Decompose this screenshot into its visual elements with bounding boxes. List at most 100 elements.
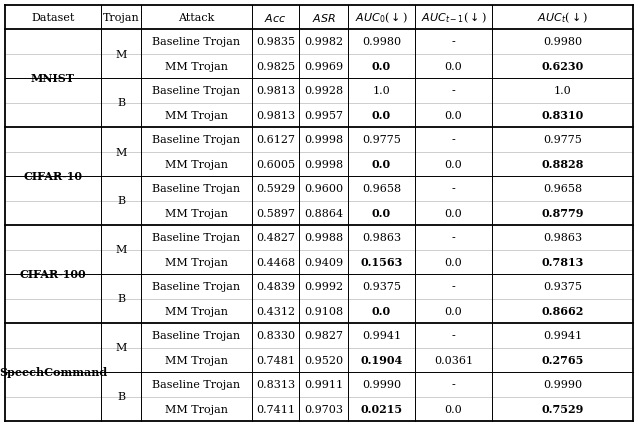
Text: 0.9980: 0.9980	[362, 37, 401, 47]
Text: 0.6230: 0.6230	[541, 61, 584, 72]
Text: -: -	[452, 184, 456, 194]
Text: 0.0361: 0.0361	[434, 355, 473, 365]
Text: 0.9108: 0.9108	[304, 306, 343, 316]
Text: M: M	[115, 147, 127, 157]
Text: CIFAR-10: CIFAR-10	[24, 171, 83, 182]
Text: 0.9992: 0.9992	[304, 282, 343, 292]
Text: MM Trojan: MM Trojan	[165, 404, 228, 414]
Text: 0.9998: 0.9998	[304, 135, 343, 145]
Text: 1.0: 1.0	[372, 86, 390, 96]
Text: Baseline Trojan: Baseline Trojan	[152, 37, 241, 47]
Text: -: -	[452, 86, 456, 96]
Text: 0.9658: 0.9658	[362, 184, 401, 194]
Text: 0.0: 0.0	[445, 160, 462, 169]
Text: 0.9813: 0.9813	[256, 111, 295, 120]
Text: 1.0: 1.0	[554, 86, 572, 96]
Text: 0.9835: 0.9835	[256, 37, 295, 47]
Text: $\it{ASR}$: $\it{ASR}$	[312, 12, 335, 24]
Text: 0.7481: 0.7481	[256, 355, 295, 365]
Text: M: M	[115, 245, 127, 255]
Text: MM Trojan: MM Trojan	[165, 61, 228, 71]
Text: CIFAR-100: CIFAR-100	[20, 269, 86, 280]
Text: 0.0215: 0.0215	[360, 403, 403, 414]
Text: -: -	[452, 37, 456, 47]
Text: MM Trojan: MM Trojan	[165, 160, 228, 169]
Text: 0.0: 0.0	[445, 306, 462, 316]
Text: -: -	[452, 282, 456, 292]
Text: 0.7529: 0.7529	[541, 403, 584, 414]
Text: 0.5897: 0.5897	[256, 208, 295, 218]
Text: 0.6005: 0.6005	[256, 160, 295, 169]
Text: 0.1563: 0.1563	[360, 257, 403, 267]
Text: 0.7813: 0.7813	[541, 257, 584, 267]
Text: 0.4468: 0.4468	[256, 257, 295, 267]
Text: $\it{Acc}$: $\it{Acc}$	[264, 12, 287, 24]
Text: 0.5929: 0.5929	[256, 184, 295, 194]
Text: B: B	[117, 196, 125, 206]
Text: M: M	[115, 49, 127, 59]
Text: -: -	[452, 233, 456, 243]
Text: 0.8779: 0.8779	[541, 208, 584, 219]
Text: 0.6127: 0.6127	[256, 135, 295, 145]
Text: 0.9863: 0.9863	[362, 233, 401, 243]
Text: 0.9969: 0.9969	[304, 61, 343, 71]
Text: 0.0: 0.0	[372, 306, 391, 316]
Text: 0.9827: 0.9827	[304, 331, 343, 341]
Text: M: M	[115, 343, 127, 353]
Text: MM Trojan: MM Trojan	[165, 257, 228, 267]
Text: 0.0: 0.0	[372, 208, 391, 219]
Text: 0.0: 0.0	[445, 61, 462, 71]
Text: Baseline Trojan: Baseline Trojan	[152, 184, 241, 194]
Text: 0.0: 0.0	[372, 61, 391, 72]
Text: 0.9375: 0.9375	[362, 282, 401, 292]
Text: 0.9600: 0.9600	[304, 184, 343, 194]
Text: Baseline Trojan: Baseline Trojan	[152, 135, 241, 145]
Text: -: -	[452, 331, 456, 341]
Text: 0.9941: 0.9941	[543, 331, 582, 341]
Text: 0.0: 0.0	[445, 404, 462, 414]
Text: 0.8310: 0.8310	[541, 110, 584, 121]
Text: 0.9825: 0.9825	[256, 61, 295, 71]
Text: 0.9980: 0.9980	[543, 37, 582, 47]
Text: B: B	[117, 392, 125, 402]
Text: 0.9941: 0.9941	[362, 331, 401, 341]
Text: 0.9998: 0.9998	[304, 160, 343, 169]
Text: 0.4312: 0.4312	[256, 306, 295, 316]
Text: Trojan: Trojan	[102, 13, 140, 23]
Text: 0.0: 0.0	[372, 159, 391, 170]
Text: Baseline Trojan: Baseline Trojan	[152, 282, 241, 292]
Text: 0.4839: 0.4839	[256, 282, 295, 292]
Text: $\it{AUC}$$_0$($\downarrow$): $\it{AUC}$$_0$($\downarrow$)	[355, 11, 408, 25]
Text: 0.9990: 0.9990	[543, 379, 582, 389]
Text: 0.9813: 0.9813	[256, 86, 295, 96]
Text: -: -	[452, 135, 456, 145]
Text: MM Trojan: MM Trojan	[165, 355, 228, 365]
Text: 0.9775: 0.9775	[543, 135, 582, 145]
Text: 0.4827: 0.4827	[256, 233, 295, 243]
Text: 0.9911: 0.9911	[304, 379, 343, 389]
Text: 0.9863: 0.9863	[543, 233, 582, 243]
Text: Baseline Trojan: Baseline Trojan	[152, 233, 241, 243]
Text: 0.9409: 0.9409	[304, 257, 343, 267]
Text: Baseline Trojan: Baseline Trojan	[152, 86, 241, 96]
Text: MM Trojan: MM Trojan	[165, 208, 228, 218]
Text: 0.2765: 0.2765	[541, 354, 584, 366]
Text: 0.0: 0.0	[445, 257, 462, 267]
Text: Dataset: Dataset	[31, 13, 75, 23]
Text: 0.8828: 0.8828	[541, 159, 584, 170]
Text: MM Trojan: MM Trojan	[165, 111, 228, 120]
Text: 0.9982: 0.9982	[304, 37, 343, 47]
Text: Attack: Attack	[179, 13, 214, 23]
Text: MNIST: MNIST	[31, 74, 75, 84]
Text: 0.9520: 0.9520	[304, 355, 343, 365]
Text: 0.0: 0.0	[372, 110, 391, 121]
Text: 0.8313: 0.8313	[256, 379, 295, 389]
Text: 0.9703: 0.9703	[304, 404, 343, 414]
Text: 0.9988: 0.9988	[304, 233, 343, 243]
Text: B: B	[117, 294, 125, 304]
Text: MM Trojan: MM Trojan	[165, 306, 228, 316]
Text: 0.8662: 0.8662	[541, 306, 584, 316]
Text: Baseline Trojan: Baseline Trojan	[152, 331, 241, 341]
Text: 0.9375: 0.9375	[543, 282, 582, 292]
Text: B: B	[117, 98, 125, 108]
